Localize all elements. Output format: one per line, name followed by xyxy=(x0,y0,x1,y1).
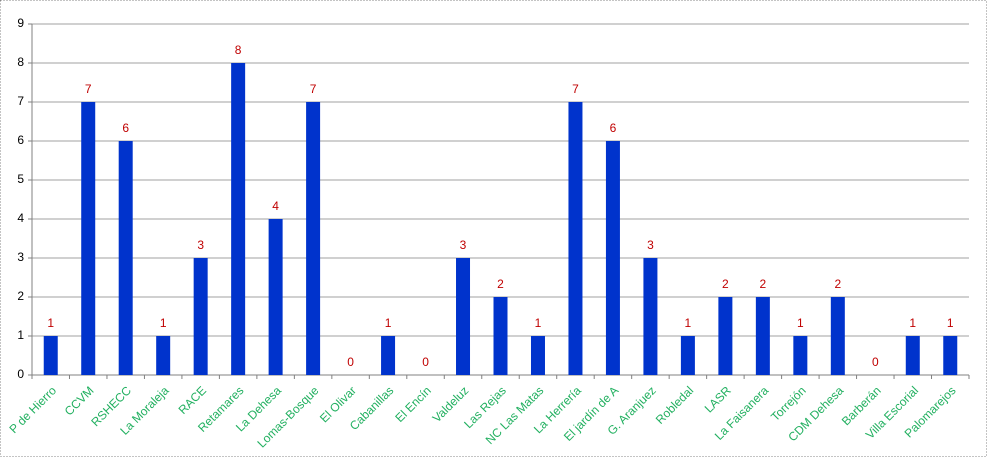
bar xyxy=(493,297,508,375)
data-label: 1 xyxy=(947,316,954,330)
data-label: 3 xyxy=(197,238,204,252)
y-tick-label: 0 xyxy=(17,367,24,381)
data-label: 1 xyxy=(685,316,692,330)
y-tick-label: 1 xyxy=(17,328,24,342)
bar xyxy=(793,336,808,375)
bar xyxy=(530,336,545,375)
data-label: 0 xyxy=(422,355,429,369)
bar xyxy=(306,102,321,375)
y-tick-label: 7 xyxy=(17,94,24,108)
bar xyxy=(456,258,471,375)
data-label: 0 xyxy=(872,355,879,369)
bar xyxy=(718,297,733,375)
data-label: 3 xyxy=(647,238,654,252)
y-tick-label: 4 xyxy=(17,211,24,225)
bar xyxy=(118,141,133,375)
y-tick-label: 8 xyxy=(17,55,24,69)
bar xyxy=(905,336,920,375)
bar xyxy=(568,102,583,375)
data-label: 1 xyxy=(160,316,167,330)
bar xyxy=(268,219,283,375)
bar xyxy=(643,258,658,375)
data-label: 7 xyxy=(85,82,92,96)
bar xyxy=(193,258,208,375)
y-tick-label: 3 xyxy=(17,250,24,264)
data-label: 7 xyxy=(310,82,317,96)
bar xyxy=(43,336,58,375)
bar xyxy=(755,297,770,375)
data-label: 1 xyxy=(535,316,542,330)
bar xyxy=(381,336,396,375)
data-label: 2 xyxy=(834,277,841,291)
data-label: 3 xyxy=(460,238,467,252)
data-label: 8 xyxy=(235,43,242,57)
y-tick-label: 9 xyxy=(17,16,24,30)
bar xyxy=(231,63,246,375)
bar xyxy=(830,297,845,375)
y-tick-label: 5 xyxy=(17,172,24,186)
data-label: 4 xyxy=(272,199,279,213)
data-label: 2 xyxy=(722,277,729,291)
data-label: 6 xyxy=(610,121,617,135)
data-label: 1 xyxy=(797,316,804,330)
bar xyxy=(156,336,171,375)
y-tick-label: 2 xyxy=(17,289,24,303)
bar xyxy=(943,336,958,375)
bar xyxy=(605,141,620,375)
y-tick-label: 6 xyxy=(17,133,24,147)
data-label: 2 xyxy=(760,277,767,291)
bar xyxy=(81,102,96,375)
data-label: 7 xyxy=(572,82,579,96)
data-label: 2 xyxy=(497,277,504,291)
data-label: 0 xyxy=(347,355,354,369)
data-label: 6 xyxy=(122,121,129,135)
data-label: 1 xyxy=(47,316,54,330)
data-label: 1 xyxy=(909,316,916,330)
data-label: 1 xyxy=(385,316,392,330)
bar xyxy=(680,336,695,375)
